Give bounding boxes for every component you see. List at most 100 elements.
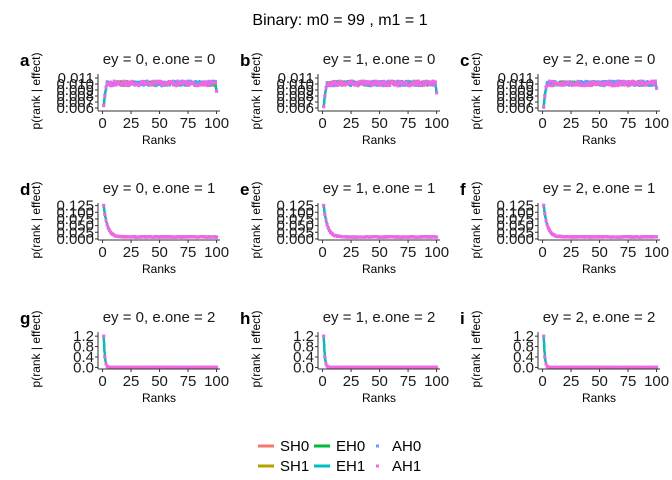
data-point-AH0-68 xyxy=(398,84,402,88)
panel-letter: a xyxy=(20,51,30,70)
x-tick-label: 50 xyxy=(371,115,388,132)
data-point-AH1-94 xyxy=(428,83,432,87)
data-point-AH1-100 xyxy=(435,235,439,239)
data-point-AH1-51 xyxy=(599,81,603,85)
panel-letter: e xyxy=(240,180,249,199)
plot-area-f xyxy=(542,203,659,239)
data-point-AH1-37 xyxy=(583,84,587,88)
data-point-AH1-63 xyxy=(392,83,396,87)
y-axis-title: p(rank | effect) xyxy=(249,182,263,259)
y-tick-label: 0.008 xyxy=(496,88,534,105)
data-point-AH1-31 xyxy=(576,80,580,84)
data-point-AH1-48 xyxy=(375,81,379,85)
x-tick-label: 50 xyxy=(371,373,388,390)
data-point-AH1-30 xyxy=(575,83,579,87)
y-tick-label: 0.025 xyxy=(276,224,314,241)
data-point-AH0-3 xyxy=(544,87,548,91)
data-point-AH0-10 xyxy=(332,84,336,88)
x-tick-label: 75 xyxy=(400,115,417,132)
y-axis-title: p(rank | effect) xyxy=(29,182,43,259)
data-point-AH1-5 xyxy=(326,226,330,230)
data-point-AH0-4 xyxy=(105,80,109,84)
series-line-EH1 xyxy=(102,205,217,239)
series-line-SH1 xyxy=(102,205,217,239)
data-point-AH1-2 xyxy=(323,212,327,216)
data-point-AH1-35 xyxy=(361,82,364,86)
data-point-AH1-58 xyxy=(167,83,171,87)
series-line-SH0 xyxy=(542,335,657,369)
figure-title: Binary: m0 = 99 , m1 = 1 xyxy=(252,12,427,29)
y-tick-label: 0.007 xyxy=(496,94,534,111)
data-point-AH0-62 xyxy=(611,79,615,83)
series-line-SH1 xyxy=(322,205,437,239)
x-tick-label: 100 xyxy=(424,244,449,261)
series-points-AH1 xyxy=(542,79,659,109)
data-point-AH1-99 xyxy=(433,80,437,84)
data-point-AH0-75 xyxy=(406,79,410,83)
data-point-AH1-38 xyxy=(364,82,368,86)
panel-g: 0 25 50 75 100 0.00.40.81.2 ey = 0, e.one = 2 g… xyxy=(20,309,229,405)
data-point-AH1-25 xyxy=(349,79,353,83)
data-point-AH1-1 xyxy=(542,105,546,109)
data-point-AH1-7 xyxy=(549,79,552,83)
data-point-AH1-54 xyxy=(602,81,606,85)
panel-b: 0 25 50 75 100 0.0060.0070.0080.0090.0100.011… xyxy=(240,51,449,147)
series-line-SH0 xyxy=(542,205,657,239)
data-point-AH1-2 xyxy=(323,355,327,359)
x-axis-title: Ranks xyxy=(362,133,396,147)
data-point-AH1-68 xyxy=(398,80,402,84)
y-tick-label: 0.006 xyxy=(276,100,314,117)
data-point-AH0-34 xyxy=(579,80,583,83)
series-line-SH0 xyxy=(102,335,217,369)
data-point-AH1-55 xyxy=(383,82,387,85)
panel-letter: d xyxy=(20,180,30,199)
series-line-SH1 xyxy=(542,335,657,369)
x-tick-label: 50 xyxy=(151,115,168,132)
data-point-AH1-77 xyxy=(408,84,412,88)
data-point-AH1-5 xyxy=(106,226,110,230)
y-tick-label: 0.0 xyxy=(293,359,314,376)
x-tick-label: 25 xyxy=(563,244,580,261)
x-axis-title: Ranks xyxy=(142,391,176,405)
data-point-AH1-54 xyxy=(162,82,166,86)
legend-label-AH1: AH1 xyxy=(392,458,421,475)
data-point-AH1-91 xyxy=(644,83,648,87)
data-point-AH1-89 xyxy=(202,80,206,84)
plot-area-e xyxy=(322,203,439,239)
data-point-AH1-3 xyxy=(324,362,328,366)
data-point-AH1-59 xyxy=(388,84,392,88)
y-tick-label: 1.2 xyxy=(513,328,534,345)
series-line-EH0 xyxy=(542,205,657,239)
x-tick-label: 25 xyxy=(123,244,140,261)
plot-area-h xyxy=(322,334,439,369)
data-point-AH1-4 xyxy=(325,223,329,227)
data-point-AH1-62 xyxy=(391,81,395,85)
x-tick-label: 100 xyxy=(204,373,229,390)
x-tick-label: 25 xyxy=(563,373,580,390)
panel-f: 0 25 50 75 100 0.0000.0250.0500.0750.1000.125… xyxy=(460,180,669,276)
x-axis-title: Ranks xyxy=(582,133,616,147)
x-tick-label: 100 xyxy=(424,115,449,132)
x-tick-label: 0 xyxy=(98,373,106,390)
y-tick-label: 0.8 xyxy=(73,339,94,356)
data-point-AH1-61 xyxy=(170,80,174,83)
data-point-AH0-75 xyxy=(186,79,190,83)
data-point-AH1-12 xyxy=(114,83,118,87)
x-tick-label: 50 xyxy=(591,244,608,261)
data-point-AH1-42 xyxy=(368,80,372,84)
data-point-AH1-1 xyxy=(102,203,106,207)
data-point-AH1-76 xyxy=(627,80,631,84)
x-axis-title: Ranks xyxy=(142,262,176,276)
data-point-AH0-95 xyxy=(649,84,653,87)
y-tick-label: 0.009 xyxy=(276,82,314,99)
x-tick-label: 0 xyxy=(98,244,106,261)
data-point-AH1-100 xyxy=(435,91,439,95)
data-point-AH1-97 xyxy=(431,79,435,83)
x-tick-label: 100 xyxy=(644,373,669,390)
data-point-AH1-9 xyxy=(111,84,115,87)
data-point-AH1-4 xyxy=(105,222,109,226)
series-points-AH1 xyxy=(102,79,219,107)
y-tick-label: 0.000 xyxy=(496,231,534,248)
data-point-AH1-1 xyxy=(542,334,546,338)
legend-item-AH0: AH0 xyxy=(376,438,421,455)
